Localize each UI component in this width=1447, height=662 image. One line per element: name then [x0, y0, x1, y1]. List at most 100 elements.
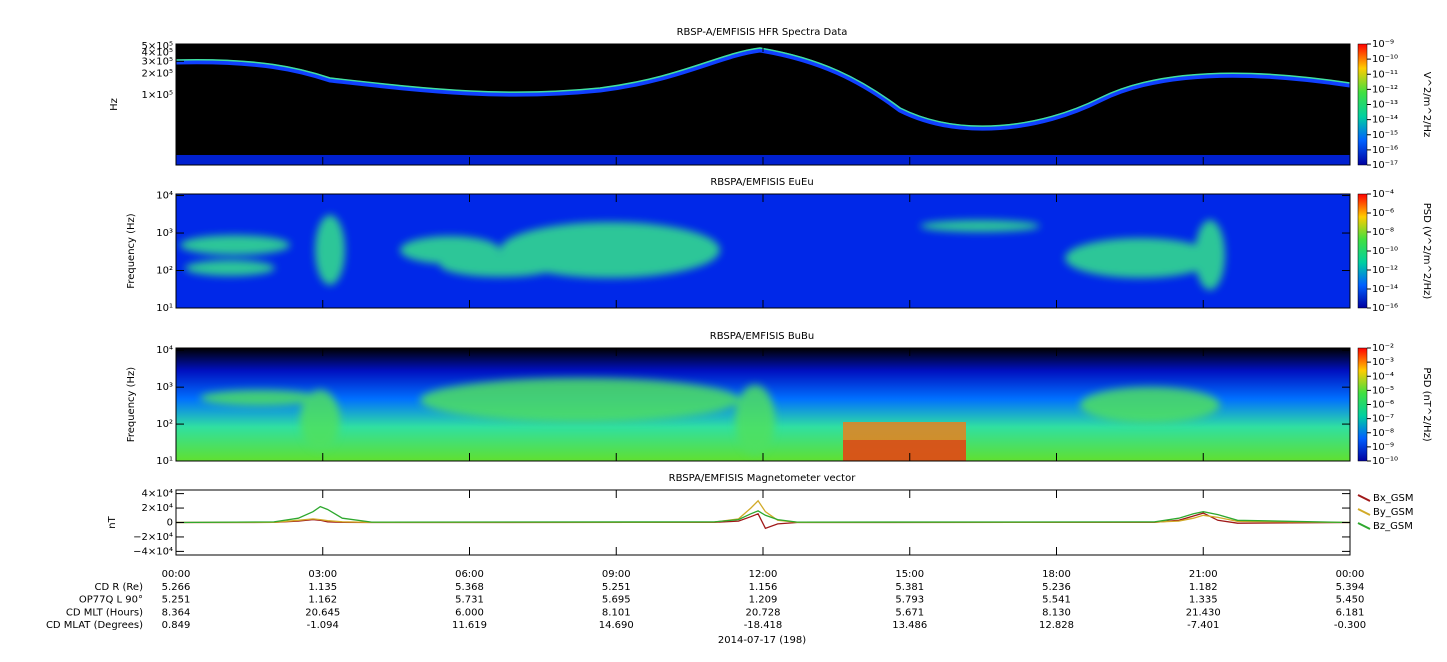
legend-label: By_GSM [1373, 507, 1414, 518]
x-tick-label: 00:00 [162, 569, 191, 580]
ephemeris-value: 5.266 [162, 582, 191, 593]
colorbar-tick-label: 10⁻⁶ [1372, 208, 1394, 219]
ephemeris-value: 6.000 [455, 607, 484, 618]
colorbar-tick-label: 10⁻¹² [1372, 265, 1398, 276]
x-tick-label: 00:00 [1336, 569, 1365, 580]
colorbar-tick-label: 10⁻⁴ [1372, 189, 1394, 200]
ephemeris-value: 0.849 [162, 620, 191, 631]
y-tick-label: 4×10⁴ [142, 489, 173, 500]
x-tick-label: 03:00 [308, 569, 337, 580]
ephemeris-value: 5.368 [455, 582, 484, 593]
y-tick-label: −2×10⁴ [133, 532, 173, 543]
legend-swatch [1357, 494, 1371, 502]
colorbar-label: V^2/m^2/Hz [1421, 72, 1432, 138]
legend-swatch [1357, 508, 1371, 516]
y-tick-label: 10¹ [156, 456, 173, 467]
y-tick-label: 10² [156, 266, 173, 277]
colorbar [1357, 347, 1368, 462]
ephemeris-value: 8.130 [1042, 607, 1071, 618]
spectrogram-image [175, 44, 1351, 461]
colorbar-tick-label: 10⁻¹⁶ [1372, 303, 1398, 314]
panel-title: RBSPA/EMFISIS Magnetometer vector [669, 473, 857, 484]
ephemeris-value: 8.364 [162, 607, 191, 618]
colorbar [1357, 193, 1368, 309]
y-tick-label: 10² [156, 419, 173, 430]
panel-title: RBSPA/EMFISIS EuEu [710, 177, 813, 188]
ephemeris-value: 12.828 [1039, 620, 1074, 631]
y-tick-label: −4×10⁴ [133, 546, 173, 557]
y-tick-label: 1×10⁵ [142, 90, 173, 101]
legend-swatch [1357, 522, 1371, 530]
y-axis-label: Frequency (Hz) [126, 213, 137, 289]
colorbar-tick-label: 10⁻¹⁴ [1372, 115, 1398, 126]
ephemeris-label: CD MLT (Hours) [66, 607, 143, 618]
colorbar-tick-label: 10⁻⁶ [1372, 400, 1394, 411]
y-tick-label: 10⁴ [156, 345, 173, 356]
ephemeris-value: -18.418 [744, 620, 783, 631]
colorbar-tick-label: 10⁻³ [1372, 357, 1394, 368]
ephemeris-value: 1.182 [1189, 582, 1218, 593]
ephemeris-value: 5.394 [1336, 582, 1365, 593]
colorbar-tick-label: 10⁻¹¹ [1372, 69, 1398, 80]
colorbar-label: PSD (V^2/m^2/Hz) [1421, 203, 1432, 300]
colorbar-tick-label: 10⁻⁹ [1372, 442, 1394, 453]
x-tick-label: 06:00 [455, 569, 484, 580]
panel-title: RBSP-A/EMFISIS HFR Spectra Data [677, 27, 848, 38]
ephemeris-label: CD R (Re) [95, 582, 144, 593]
x-tick-label: 18:00 [1042, 569, 1071, 580]
x-tick-label: 21:00 [1189, 569, 1218, 580]
colorbar [1357, 43, 1368, 166]
ephemeris-value: 5.450 [1336, 595, 1365, 606]
date-label: 2014-07-17 (198) [718, 635, 806, 646]
ephemeris-value: 20.728 [746, 607, 781, 618]
ephemeris-value: 5.381 [895, 582, 924, 593]
colorbar-tick-label: 10⁻⁷ [1372, 414, 1394, 425]
colorbar-tick-label: 10⁻¹⁷ [1372, 160, 1398, 171]
y-tick-label: 10¹ [156, 303, 173, 314]
y-tick-label: 5×10⁵ [142, 41, 173, 52]
colorbar-tick-label: 10⁻¹⁶ [1372, 145, 1398, 156]
ephemeris-value: 1.209 [749, 595, 778, 606]
series-line [175, 499, 1351, 524]
ephemeris-label: CD MLAT (Degrees) [46, 620, 143, 631]
series-line [175, 512, 1351, 530]
ephemeris-label: OP77Q L 90° [79, 595, 143, 606]
y-axis-label: Frequency (Hz) [126, 367, 137, 443]
ephemeris-value: 1.156 [749, 582, 778, 593]
ephemeris-value: 1.335 [1189, 595, 1218, 606]
colorbar-tick-label: 10⁻⁴ [1372, 371, 1394, 382]
ephemeris-value: 5.731 [455, 595, 484, 606]
ephemeris-value: 20.645 [305, 607, 340, 618]
x-tick-label: 12:00 [749, 569, 778, 580]
ephemeris-value: 5.671 [895, 607, 924, 618]
colorbar-tick-label: 10⁻¹⁰ [1372, 54, 1398, 65]
colorbar-tick-label: 10⁻⁵ [1372, 385, 1394, 396]
ephemeris-value: 6.181 [1336, 607, 1365, 618]
x-tick-label: 15:00 [895, 569, 924, 580]
x-tick-label: 09:00 [602, 569, 631, 580]
y-axis-label: nT [107, 515, 118, 528]
colorbar-tick-label: 10⁻⁸ [1372, 227, 1394, 238]
ephemeris-value: 5.251 [602, 582, 631, 593]
y-tick-label: 2×10⁴ [142, 503, 173, 514]
legend-label: Bx_GSM [1373, 493, 1414, 504]
colorbar-label: PSD (nT^2/Hz) [1421, 367, 1432, 441]
ephemeris-value: 13.486 [892, 620, 927, 631]
colorbar-tick-label: 10⁻¹³ [1372, 100, 1398, 111]
colorbar-tick-label: 10⁻⁹ [1372, 39, 1394, 50]
ephemeris-value: -0.300 [1334, 620, 1366, 631]
colorbar-tick-label: 10⁻¹² [1372, 84, 1398, 95]
y-tick-label: 3×10⁵ [142, 56, 173, 67]
ephemeris-value: 5.695 [602, 595, 631, 606]
y-tick-label: 2×10⁵ [142, 69, 173, 80]
y-tick-label: 10³ [156, 382, 173, 393]
ephemeris-value: 14.690 [599, 620, 634, 631]
colorbar-tick-label: 10⁻¹⁰ [1372, 246, 1398, 257]
y-axis-label: Hz [109, 98, 120, 111]
ephemeris-value: 21.430 [1186, 607, 1221, 618]
ephemeris-value: -1.094 [307, 620, 339, 631]
ephemeris-value: 1.162 [308, 595, 337, 606]
y-tick-label: 10³ [156, 228, 173, 239]
colorbar-tick-label: 10⁻¹⁵ [1372, 130, 1398, 141]
